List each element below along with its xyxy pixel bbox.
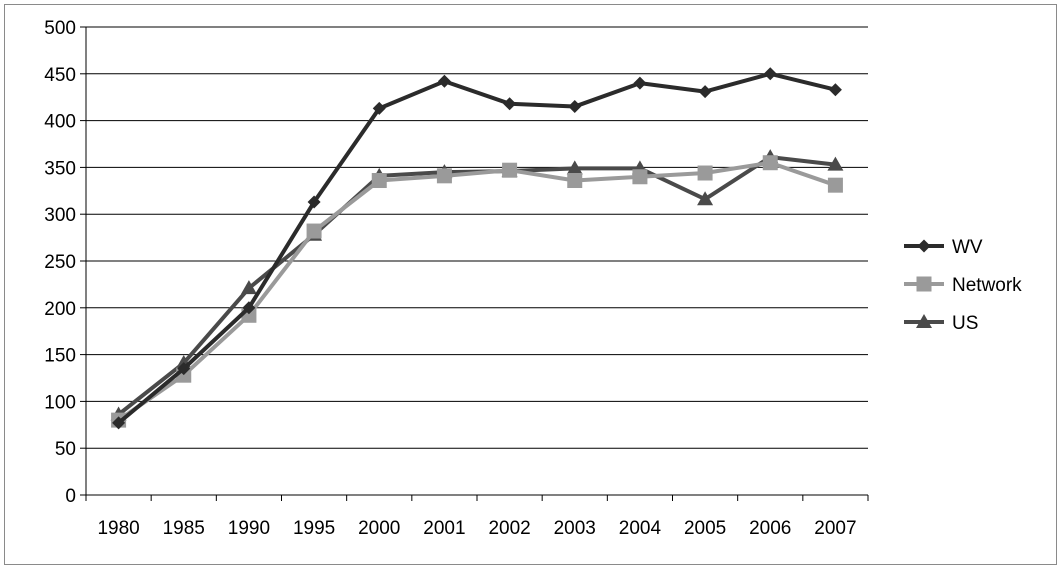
x-tick-label: 2006 [749, 518, 791, 539]
data-point [697, 191, 714, 206]
y-tick-label: 350 [44, 158, 76, 179]
series-line [117, 160, 837, 422]
y-tick-label: 50 [55, 439, 76, 460]
legend-item-network: Network [904, 275, 1022, 296]
y-tick-label: 500 [44, 18, 76, 39]
data-point [240, 280, 257, 295]
series-network [111, 155, 843, 428]
data-point [698, 85, 712, 99]
y-tick-label: 300 [44, 205, 76, 226]
legend-marker [916, 276, 932, 292]
gridlines [86, 26, 868, 449]
legend-item-wv: WV [904, 237, 983, 258]
series-us [110, 149, 844, 421]
data-point [567, 173, 583, 189]
series-line [117, 71, 836, 425]
x-axis-tick-labels: 1980 1985 1990 1995 2000 2001 2002 2003 2004 2005… [97, 518, 856, 539]
data-point [372, 101, 386, 115]
data-point [306, 223, 322, 239]
legend-label: US [952, 313, 978, 334]
y-tick-label: 150 [44, 346, 76, 367]
data-point [763, 67, 777, 81]
x-tick-label: 1995 [293, 518, 335, 539]
x-tick-label: 1985 [163, 518, 205, 539]
data-point [112, 416, 126, 430]
series-line [117, 155, 836, 417]
data-point [371, 173, 387, 189]
data-point [568, 100, 582, 114]
legend-item-us: US [904, 313, 978, 334]
x-tick-label: 1990 [228, 518, 270, 539]
data-point [436, 168, 452, 184]
data-point [566, 160, 583, 175]
x-tick-label: 1980 [97, 518, 139, 539]
legend-label: Network [952, 275, 1022, 296]
data-point [242, 301, 256, 315]
x-tick-label: 2003 [554, 518, 596, 539]
data-point [828, 83, 842, 97]
y-tick-label: 200 [44, 299, 76, 320]
y-axis-tick-labels: 0 50 100 150 200 250 300 350 400 450 500 [44, 18, 76, 507]
legend: WV Network US [904, 237, 1022, 334]
data-point [697, 165, 713, 181]
data-point [307, 195, 321, 209]
x-tick-label: 2004 [619, 518, 662, 539]
x-tick-label: 2001 [423, 518, 465, 539]
data-point [633, 76, 647, 90]
x-tick-label: 2005 [684, 518, 726, 539]
x-tick-label: 2002 [488, 518, 530, 539]
data-point [503, 97, 517, 111]
series-lines [110, 67, 844, 430]
legend-marker [916, 314, 932, 328]
data-point [827, 177, 843, 193]
data-point [762, 155, 778, 171]
legend-label: WV [952, 237, 983, 258]
y-tick-label: 250 [44, 252, 76, 273]
data-point [502, 162, 518, 178]
x-tick-label: 2000 [358, 518, 400, 539]
data-point [632, 169, 648, 185]
x-tick-label: 2007 [814, 518, 856, 539]
legend-marker [917, 239, 931, 253]
chart-frame [4, 4, 1057, 565]
series-wv [112, 67, 842, 430]
y-tick-label: 450 [44, 65, 76, 86]
axes [80, 26, 869, 501]
data-point [437, 74, 451, 88]
y-tick-label: 100 [44, 392, 76, 413]
y-tick-label: 400 [44, 112, 76, 133]
data-point [827, 156, 844, 171]
data-point [177, 362, 191, 376]
y-tick-label: 0 [65, 486, 76, 507]
